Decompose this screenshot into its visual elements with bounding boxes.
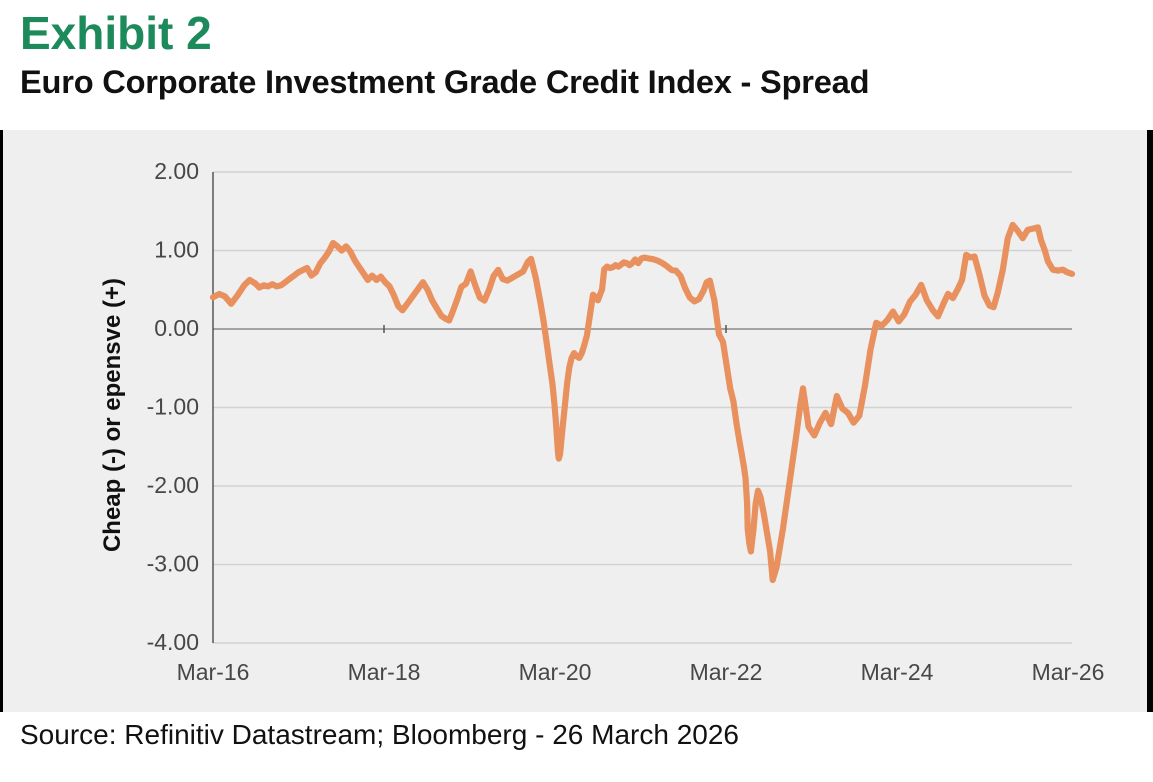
svg-text:Mar-20: Mar-20 [519,659,592,685]
svg-text:Mar-22: Mar-22 [690,659,763,685]
svg-text:Mar-24: Mar-24 [861,659,934,685]
svg-text:1.00: 1.00 [154,237,199,263]
svg-text:Mar-16: Mar-16 [177,659,250,685]
svg-text:2.00: 2.00 [154,158,199,184]
svg-text:-4.00: -4.00 [147,629,199,655]
svg-text:-2.00: -2.00 [147,472,199,498]
svg-text:-1.00: -1.00 [147,394,199,420]
svg-text:Mar-18: Mar-18 [348,659,421,685]
svg-text:0.00: 0.00 [154,315,199,341]
svg-text:Mar-26: Mar-26 [1032,659,1105,685]
svg-text:-3.00: -3.00 [147,551,199,577]
